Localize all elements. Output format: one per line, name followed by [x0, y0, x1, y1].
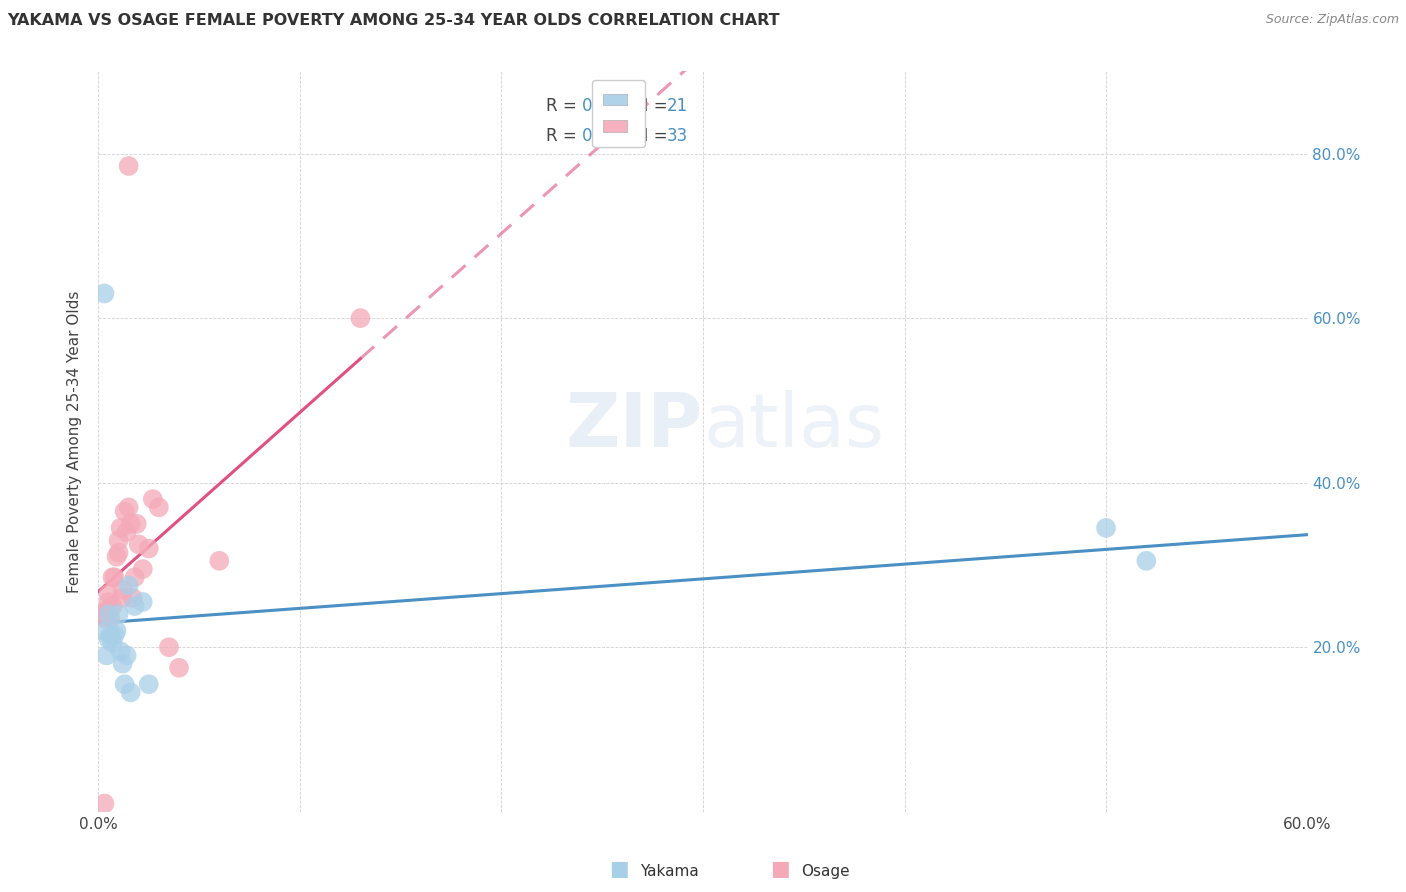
Point	[107, 545, 129, 560]
Point	[105, 549, 128, 564]
Point	[96, 603, 118, 617]
Point	[138, 677, 160, 691]
Text: ■: ■	[609, 859, 628, 879]
Point	[124, 570, 146, 584]
Point	[110, 644, 132, 658]
Point	[120, 685, 142, 699]
Text: 0.186: 0.186	[582, 127, 630, 145]
Point	[111, 591, 134, 605]
Point	[124, 599, 146, 613]
Point	[114, 504, 136, 518]
Point	[110, 521, 132, 535]
Point	[101, 570, 124, 584]
Point	[138, 541, 160, 556]
Point	[349, 311, 371, 326]
Point	[103, 628, 125, 642]
Point	[115, 648, 138, 663]
Point	[101, 599, 124, 613]
Text: ZIP: ZIP	[565, 390, 703, 463]
Point	[118, 578, 141, 592]
Point	[111, 657, 134, 671]
Point	[167, 661, 190, 675]
Point	[91, 607, 114, 622]
Text: N =: N =	[637, 127, 673, 145]
Text: R =: R =	[546, 127, 582, 145]
Text: R =: R =	[546, 97, 582, 115]
Point	[132, 595, 155, 609]
Point	[107, 533, 129, 548]
Point	[208, 554, 231, 568]
Point	[118, 159, 141, 173]
Point	[148, 500, 170, 515]
Text: 0.165: 0.165	[582, 97, 630, 115]
Point	[100, 628, 122, 642]
Text: ■: ■	[770, 859, 790, 879]
Legend: , : ,	[592, 79, 645, 147]
Point	[107, 607, 129, 622]
Point	[1095, 521, 1118, 535]
Point	[128, 537, 150, 551]
Text: Source: ZipAtlas.com: Source: ZipAtlas.com	[1265, 13, 1399, 27]
Point	[93, 286, 115, 301]
Text: 33: 33	[666, 127, 688, 145]
Point	[103, 570, 125, 584]
Text: atlas: atlas	[703, 390, 884, 463]
Point	[118, 500, 141, 515]
Point	[96, 648, 118, 663]
Point	[115, 524, 138, 539]
Text: YAKAMA VS OSAGE FEMALE POVERTY AMONG 25-34 YEAR OLDS CORRELATION CHART: YAKAMA VS OSAGE FEMALE POVERTY AMONG 25-…	[7, 13, 780, 29]
Point	[142, 492, 165, 507]
Point	[101, 636, 124, 650]
Point	[97, 587, 120, 601]
Point	[120, 516, 142, 531]
Point	[105, 624, 128, 638]
Point	[97, 595, 120, 609]
Point	[125, 516, 148, 531]
Text: Yakama: Yakama	[640, 863, 699, 879]
Point	[93, 611, 115, 625]
Point	[114, 677, 136, 691]
Text: N =: N =	[637, 97, 673, 115]
Text: Osage: Osage	[801, 863, 851, 879]
Point	[100, 611, 122, 625]
Y-axis label: Female Poverty Among 25-34 Year Olds: Female Poverty Among 25-34 Year Olds	[67, 291, 83, 592]
Point	[93, 797, 115, 811]
Point	[1135, 554, 1157, 568]
Point	[93, 624, 115, 638]
Point	[111, 582, 134, 597]
Point	[97, 607, 120, 622]
Point	[132, 562, 155, 576]
Point	[97, 632, 120, 646]
Point	[157, 640, 180, 655]
Point	[121, 591, 143, 605]
Text: 21: 21	[666, 97, 688, 115]
